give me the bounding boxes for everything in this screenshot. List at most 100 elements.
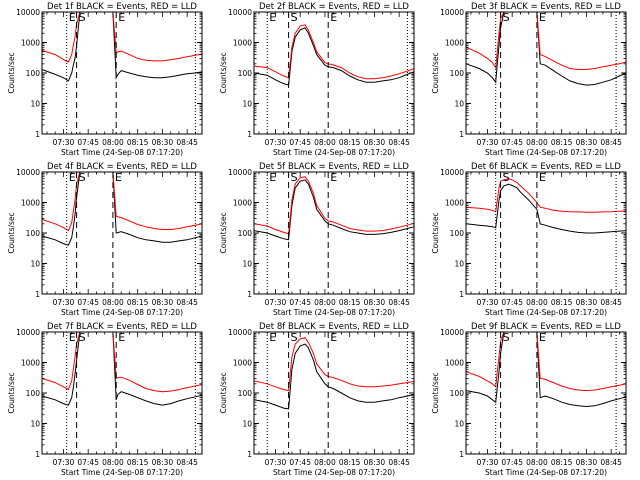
panel-title: Det 5f BLACK = Events, RED = LLD	[259, 162, 409, 172]
x-tick-label: 08:00	[314, 458, 336, 467]
x-tick-label: 08:45	[176, 298, 198, 307]
x-tick-label: 08:15	[551, 458, 573, 467]
series-line-events	[41, 11, 203, 82]
x-tick-label: 08:15	[127, 138, 149, 147]
plot-frame	[465, 331, 627, 455]
marker-label: S	[291, 11, 298, 24]
x-tick-label: 07:30	[53, 138, 75, 147]
y-tick-label: 10000	[228, 328, 252, 337]
x-tick-label: 07:45	[77, 458, 99, 467]
x-tick-label: 08:00	[102, 138, 124, 147]
x-axis-label: Start Time (24-Sep-08 07:17:20)	[273, 308, 395, 317]
x-tick-label: 07:45	[77, 138, 99, 147]
marker-label: S	[79, 11, 86, 24]
x-tick-label: 08:45	[600, 458, 622, 467]
marker-label: S	[79, 171, 86, 184]
x-tick-label: 08:00	[102, 458, 124, 467]
marker-label: S	[291, 331, 298, 344]
series-line-events	[253, 343, 415, 410]
y-tick-label: 100	[238, 389, 253, 398]
x-tick-label: 08:30	[576, 138, 598, 147]
series-line-events	[465, 11, 627, 86]
x-tick-label: 07:45	[289, 298, 311, 307]
y-tick-label: 1000	[445, 39, 464, 48]
y-axis-label: Counts/sec	[7, 52, 16, 93]
marker-label: S	[503, 331, 510, 344]
y-tick-label: 1	[459, 290, 464, 299]
x-tick-label: 07:30	[265, 138, 287, 147]
series-line-lld	[465, 178, 627, 213]
x-tick-label: 08:15	[339, 298, 361, 307]
panel-title: Det 9f BLACK = Events, RED = LLD	[471, 322, 621, 332]
marker-label: E	[118, 11, 125, 24]
y-axis-label: Counts/sec	[219, 212, 228, 253]
plot-frame	[253, 331, 415, 455]
series-line-events	[253, 27, 415, 86]
marker-label: E	[269, 11, 276, 24]
panel-title: Det 7f BLACK = Events, RED = LLD	[47, 322, 197, 332]
x-tick-label: 08:45	[176, 458, 198, 467]
x-tick-label: 07:45	[289, 138, 311, 147]
y-tick-label: 10000	[228, 8, 252, 17]
marker-label: S	[79, 331, 86, 344]
y-tick-label: 10	[454, 420, 464, 429]
x-tick-label: 08:30	[576, 298, 598, 307]
plot-frame	[41, 11, 203, 135]
plot-frame	[465, 11, 627, 135]
y-tick-label: 10000	[440, 8, 464, 17]
y-tick-label: 10	[30, 260, 40, 269]
x-tick-label: 08:15	[339, 458, 361, 467]
x-tick-label: 07:45	[501, 138, 523, 147]
x-tick-label: 08:30	[576, 458, 598, 467]
panel-title: Det 1f BLACK = Events, RED = LLD	[47, 2, 197, 12]
x-axis-label: Start Time (24-Sep-08 07:17:20)	[273, 468, 395, 477]
x-tick-label: 07:30	[53, 458, 75, 467]
x-tick-label: 08:00	[526, 298, 548, 307]
plot-frame	[41, 331, 203, 455]
marker-label: E	[69, 171, 76, 184]
marker-label: S	[503, 11, 510, 24]
x-tick-label: 07:30	[477, 298, 499, 307]
marker-label: E	[115, 171, 122, 184]
x-tick-label: 08:30	[364, 298, 386, 307]
x-axis-label: Start Time (24-Sep-08 07:17:20)	[485, 148, 607, 157]
y-tick-label: 1000	[445, 199, 464, 208]
marker-label: E	[539, 171, 546, 184]
series-line-lld	[253, 24, 415, 80]
x-tick-label: 08:45	[600, 138, 622, 147]
panel-title: Det 6f BLACK = Events, RED = LLD	[471, 162, 621, 172]
marker-label: E	[269, 171, 276, 184]
x-tick-label: 08:15	[339, 138, 361, 147]
panel-title: Det 3f BLACK = Events, RED = LLD	[471, 2, 621, 12]
series-line-events	[253, 179, 415, 241]
marker-label: E	[69, 331, 76, 344]
x-tick-label: 08:00	[314, 298, 336, 307]
y-tick-label: 10	[242, 100, 252, 109]
y-tick-label: 100	[26, 389, 41, 398]
y-axis-label: Counts/sec	[219, 52, 228, 93]
y-tick-label: 10000	[440, 328, 464, 337]
series-line-events	[465, 183, 627, 234]
plot-frame	[465, 171, 627, 295]
y-tick-label: 1	[35, 290, 40, 299]
x-tick-label: 07:30	[477, 138, 499, 147]
y-tick-label: 1000	[21, 359, 40, 368]
y-tick-label: 10000	[16, 328, 40, 337]
x-tick-label: 08:15	[551, 298, 573, 307]
x-tick-label: 08:00	[526, 458, 548, 467]
y-tick-label: 100	[238, 69, 253, 78]
y-tick-label: 1000	[233, 359, 252, 368]
y-tick-label: 10	[242, 420, 252, 429]
y-tick-label: 10	[454, 260, 464, 269]
y-tick-label: 1000	[233, 39, 252, 48]
marker-label: E	[118, 331, 125, 344]
y-axis-label: Counts/sec	[7, 212, 16, 253]
x-tick-label: 07:45	[501, 298, 523, 307]
x-tick-label: 08:30	[152, 298, 174, 307]
series-line-lld	[253, 337, 415, 392]
